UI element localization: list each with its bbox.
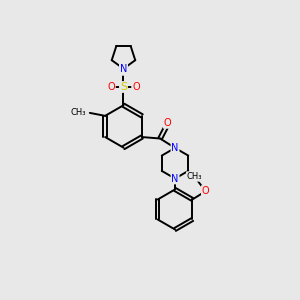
- Text: O: O: [107, 82, 115, 92]
- Text: N: N: [171, 174, 179, 184]
- Text: CH₃: CH₃: [187, 172, 202, 181]
- Text: N: N: [171, 143, 179, 153]
- Text: N: N: [120, 64, 127, 74]
- Text: O: O: [202, 186, 209, 196]
- Text: O: O: [164, 118, 171, 128]
- Text: N: N: [120, 65, 127, 75]
- Text: O: O: [132, 82, 140, 92]
- Text: CH₃: CH₃: [71, 108, 86, 117]
- Text: S: S: [120, 82, 127, 92]
